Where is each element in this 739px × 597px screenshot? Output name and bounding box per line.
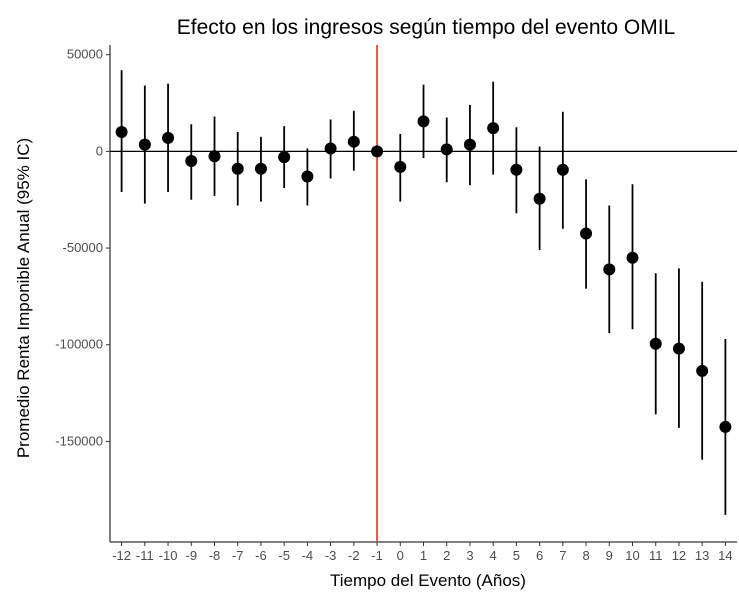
y-tick-label: -100000 xyxy=(55,337,103,352)
data-point xyxy=(649,337,662,350)
x-tick-label: 3 xyxy=(466,548,473,563)
data-point xyxy=(556,163,569,176)
data-point xyxy=(510,163,523,176)
x-tick-label: 8 xyxy=(582,548,589,563)
data-point xyxy=(626,251,639,264)
data-point xyxy=(231,162,244,175)
data-point xyxy=(533,192,546,205)
x-tick-label: -5 xyxy=(278,548,290,563)
x-tick-label: 14 xyxy=(718,548,732,563)
x-tick-label: -6 xyxy=(255,548,267,563)
x-tick-label: 5 xyxy=(513,548,520,563)
data-point xyxy=(394,160,407,173)
x-tick-label: 2 xyxy=(443,548,450,563)
x-tick-label: 4 xyxy=(490,548,497,563)
data-point xyxy=(347,135,360,148)
data-point xyxy=(696,364,709,377)
data-point xyxy=(278,151,291,164)
x-tick-label: -2 xyxy=(348,548,360,563)
data-point xyxy=(417,115,430,128)
x-tick-label: -11 xyxy=(136,548,154,563)
y-axis-title: Promedio Renta Imponible Anual (95% IC) xyxy=(14,138,33,458)
y-tick-label: 0 xyxy=(96,143,103,158)
y-tick-label: 50000 xyxy=(67,47,103,62)
chart-title: Efecto en los ingresos según tiempo del … xyxy=(177,16,675,39)
x-tick-label: -1 xyxy=(371,548,383,563)
x-tick-label: -7 xyxy=(232,548,244,563)
x-tick-label: 10 xyxy=(625,548,639,563)
x-tick-label: 1 xyxy=(420,548,427,563)
x-tick-label: 6 xyxy=(536,548,543,563)
data-point xyxy=(371,145,384,158)
y-tick-label: -150000 xyxy=(55,433,103,448)
data-point xyxy=(185,155,198,168)
data-point xyxy=(463,138,476,151)
x-tick-label: 12 xyxy=(672,548,686,563)
data-point xyxy=(440,143,453,156)
data-point xyxy=(115,126,128,139)
data-point xyxy=(208,150,221,163)
data-point xyxy=(301,170,314,183)
x-tick-label: 13 xyxy=(695,548,709,563)
data-point xyxy=(580,227,593,240)
x-tick-label: -12 xyxy=(112,548,131,563)
data-point xyxy=(254,162,267,175)
x-tick-label: 9 xyxy=(606,548,613,563)
x-axis-title: Tiempo del Evento (Años) xyxy=(330,571,526,590)
x-tick-label: -8 xyxy=(209,548,221,563)
data-point xyxy=(138,138,151,151)
x-tick-label: -10 xyxy=(159,548,178,563)
x-tick-label: 7 xyxy=(559,548,566,563)
data-point xyxy=(487,122,500,135)
x-tick-label: -9 xyxy=(185,548,197,563)
x-tick-label: 0 xyxy=(397,548,404,563)
y-tick-label: -50000 xyxy=(63,240,103,255)
data-point xyxy=(672,342,685,355)
data-point xyxy=(324,142,337,155)
data-point xyxy=(603,263,616,276)
x-tick-label: 11 xyxy=(649,548,663,563)
x-tick-label: -4 xyxy=(302,548,314,563)
data-point xyxy=(719,420,732,433)
x-tick-label: -3 xyxy=(325,548,337,563)
data-point xyxy=(162,131,175,144)
